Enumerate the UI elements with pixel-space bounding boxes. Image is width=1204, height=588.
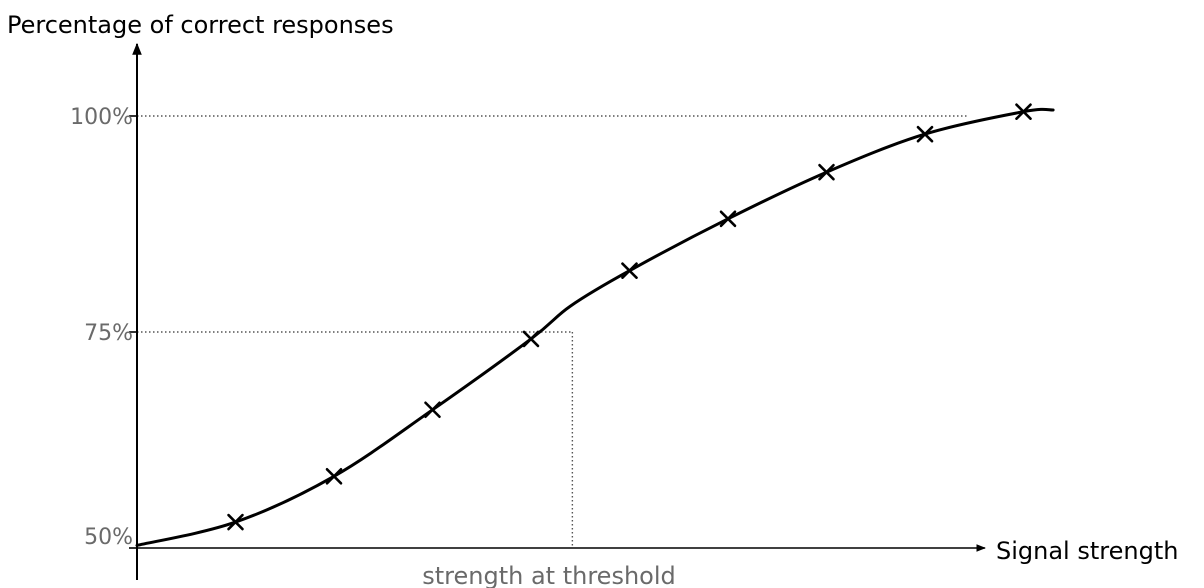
- y-tick-labels: 100% 75% 50%: [70, 105, 137, 550]
- data-point-marker: [719, 210, 737, 228]
- x-axis-label: Signal strength: [996, 537, 1178, 565]
- y-tick-label: 75%: [84, 321, 133, 346]
- reference-lines: [137, 115, 968, 548]
- data-point-marker: [522, 330, 540, 348]
- psychometric-curve: [135, 107, 1055, 547]
- threshold-label: strength at threshold: [422, 562, 676, 588]
- y-tick-label: 100%: [70, 105, 133, 130]
- data-point-marker: [424, 401, 441, 419]
- data-point-marker: [621, 262, 638, 279]
- data-point-marker: [916, 125, 934, 143]
- data-markers: [227, 103, 1032, 531]
- y-axis-label: Percentage of correct responses: [7, 11, 394, 39]
- data-point-marker: [227, 513, 244, 531]
- data-point-marker: [818, 163, 835, 181]
- data-point-marker: [325, 467, 343, 485]
- y-tick-label: 50%: [84, 525, 133, 550]
- data-point-marker: [1015, 103, 1032, 120]
